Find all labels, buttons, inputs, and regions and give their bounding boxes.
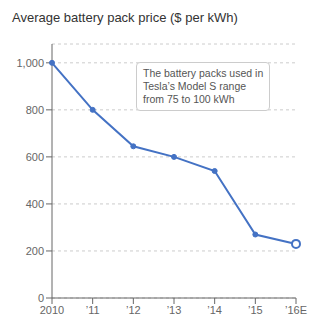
svg-text:’11: ’11 — [86, 304, 100, 316]
svg-text:’15: ’15 — [248, 304, 263, 316]
html-text:Average battery pack price ($: Average battery pack price ($ per kWh) — [12, 10, 238, 25]
svg-text:’14: ’14 — [207, 304, 222, 316]
html-text:from 75 to 100 kWh: from 75 to 100 kWh — [143, 93, 235, 105]
svg-text:2010: 2010 — [40, 304, 64, 316]
svg-text:1,000: 1,000 — [16, 57, 44, 69]
svg-text:’12: ’12 — [126, 304, 141, 316]
svg-text:600: 600 — [26, 151, 44, 163]
svg-text:’13: ’13 — [167, 304, 182, 316]
html-text:The battery packs used in: The battery packs used in — [143, 67, 264, 79]
svg-text:400: 400 — [26, 198, 44, 210]
svg-text:200: 200 — [26, 245, 44, 257]
svg-text:800: 800 — [26, 104, 44, 116]
svg-text:’16E: ’16E — [285, 304, 307, 316]
html-text:Tesla’s Model S range: Tesla’s Model S range — [143, 80, 247, 92]
svg-text:0: 0 — [38, 292, 44, 304]
